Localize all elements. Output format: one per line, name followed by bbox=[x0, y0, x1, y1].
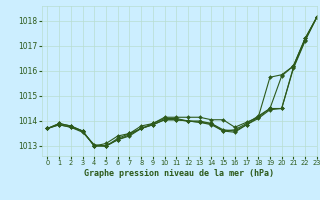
X-axis label: Graphe pression niveau de la mer (hPa): Graphe pression niveau de la mer (hPa) bbox=[84, 169, 274, 178]
